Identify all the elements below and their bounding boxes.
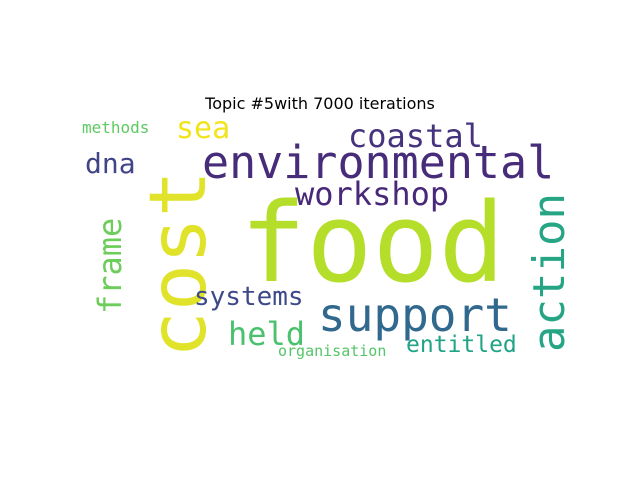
word-entitled: entitled [406, 332, 517, 358]
word-dna: dna [85, 147, 136, 180]
word-organisation: organisation [278, 342, 387, 360]
word-systems: systems [194, 282, 304, 312]
word-support: support [318, 288, 512, 342]
word-frame: frame [91, 217, 129, 314]
word-sea: sea [176, 111, 231, 146]
word-food: food [240, 179, 505, 307]
word-cost: cost [134, 170, 224, 358]
word-cloud: food cost environmental support action w… [80, 114, 575, 365]
word-workshop: workshop [295, 175, 450, 213]
chart-title: Topic #5with 7000 iterations [205, 94, 435, 113]
word-methods: methods [82, 118, 150, 137]
word-coastal: coastal [348, 117, 483, 155]
word-held: held [228, 315, 306, 353]
word-action: action [524, 193, 575, 352]
word-environmental: environmental [202, 136, 555, 189]
